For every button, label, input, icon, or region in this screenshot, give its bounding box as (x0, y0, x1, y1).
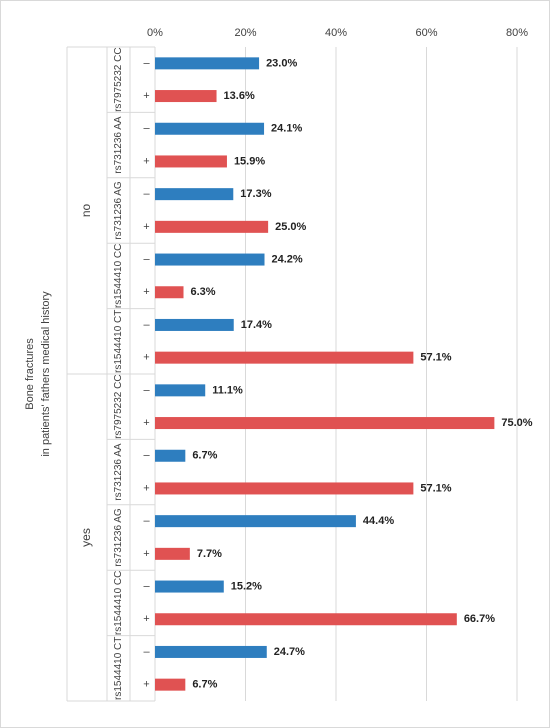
bar (155, 188, 234, 201)
x-tick-label: 40% (325, 27, 347, 39)
bar (155, 417, 495, 430)
value-label: 6.7% (192, 450, 217, 462)
category-label: rs7975232 CC (113, 374, 124, 438)
category-label: rs1544410 CC (113, 244, 124, 308)
bar (155, 613, 457, 626)
bar (155, 286, 184, 299)
bar (155, 515, 356, 528)
category-label: rs731236 AG (113, 508, 124, 567)
bar (155, 57, 260, 70)
value-label: 6.7% (192, 679, 217, 691)
series-label: + (143, 548, 149, 560)
bar (155, 449, 186, 462)
series-label: + (143, 90, 149, 102)
group-label: no (79, 204, 93, 218)
x-tick-label: 80% (506, 27, 528, 39)
value-label: 57.1% (420, 482, 451, 494)
bar (155, 482, 414, 495)
series-label: + (143, 679, 149, 691)
group-label: yes (79, 528, 93, 547)
value-label: 23.0% (266, 57, 297, 69)
y-axis-title-line: Bone fractures (24, 338, 36, 410)
category-label: rs1544410 CC (113, 571, 124, 635)
value-label: 17.3% (240, 188, 271, 200)
value-label: 15.9% (234, 155, 265, 167)
value-label: 44.4% (363, 515, 394, 527)
series-label: – (143, 57, 150, 69)
value-label: 11.1% (212, 384, 243, 396)
series-label: + (143, 155, 149, 167)
series-label: – (143, 515, 150, 527)
bar (155, 645, 267, 658)
value-label: 75.0% (501, 417, 532, 429)
series-label: – (143, 123, 150, 135)
bar (155, 678, 186, 691)
bar (155, 253, 265, 266)
value-label: 15.2% (231, 580, 262, 592)
series-label: – (143, 646, 150, 658)
x-tick-label: 0% (147, 27, 163, 39)
series-label: – (143, 384, 150, 396)
value-label: 25.0% (275, 221, 306, 233)
y-axis-title-line: in patients' fathers medical history (40, 291, 52, 457)
series-label: – (143, 580, 150, 592)
value-label: 17.4% (241, 319, 272, 331)
x-tick-label: 20% (234, 27, 256, 39)
bar (155, 547, 190, 560)
category-label: rs1544410 CT (113, 637, 124, 700)
series-label: – (143, 253, 150, 265)
value-label: 24.1% (271, 123, 302, 135)
series-label: – (143, 450, 150, 462)
series-label: + (143, 482, 149, 494)
category-label: rs1544410 CT (113, 310, 124, 373)
category-label: rs731236 AG (113, 181, 124, 240)
value-label: 66.7% (464, 613, 495, 625)
value-label: 24.7% (274, 646, 305, 658)
bar (155, 318, 234, 331)
series-label: – (143, 319, 150, 331)
bar (155, 580, 224, 593)
value-label: 13.6% (224, 90, 255, 102)
bar (155, 384, 206, 397)
bar (155, 351, 414, 364)
series-label: + (143, 286, 149, 298)
value-label: 6.3% (191, 286, 216, 298)
bar (155, 220, 269, 233)
x-tick-label: 60% (415, 27, 437, 39)
bar (155, 122, 265, 135)
series-label: + (143, 417, 149, 429)
category-label: rs7975232 CC (113, 47, 124, 111)
series-label: – (143, 188, 150, 200)
series-label: + (143, 352, 149, 364)
value-label: 57.1% (420, 352, 451, 364)
value-label: 7.7% (197, 548, 222, 560)
bar (155, 155, 227, 168)
series-label: + (143, 613, 149, 625)
series-label: + (143, 221, 149, 233)
bar (155, 90, 217, 103)
category-label: rs731236 AA (113, 116, 124, 174)
category-label: rs731236 AA (113, 443, 124, 501)
value-label: 24.2% (272, 253, 303, 265)
